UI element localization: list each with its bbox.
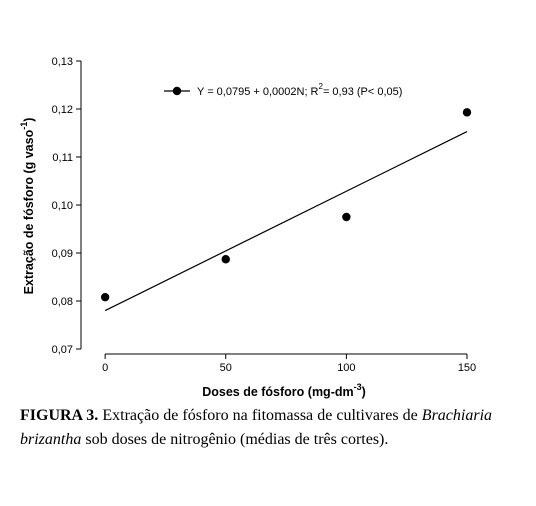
y-tick-label: 0,13 (52, 56, 73, 68)
regression-line (104, 131, 468, 312)
x-tick-label: 100 (337, 362, 355, 374)
y-tick-label: 0,11 (52, 152, 73, 164)
y-tick-label: 0,09 (52, 248, 73, 260)
y-tick-label: 0,10 (52, 200, 73, 212)
x-tick-label: 0 (102, 362, 108, 374)
x-tick-label: 50 (220, 362, 232, 374)
y-tick-label: 0,08 (52, 296, 73, 308)
x-tick-label: 150 (458, 362, 476, 374)
legend: Y = 0,0795 + 0,0002N; R2= 0,93 (P< 0,05) (164, 82, 402, 98)
caption-text-1: Extração de fósforo na fitomassa de cult… (98, 407, 422, 424)
data-points (100, 108, 472, 302)
data-point (462, 108, 472, 117)
x-axis-title: Doses de fósforo (mg-dm-3) (202, 382, 366, 399)
legend-label: Y = 0,0795 + 0,0002N; R2= 0,93 (P< 0,05) (197, 82, 402, 98)
data-point (221, 255, 230, 264)
legend-marker (172, 86, 182, 96)
caption-label: FIGURA 3. (20, 407, 99, 424)
y-axis-title: Extração de fósforo (g vaso-1) (19, 118, 36, 295)
y-tick-label: 0,12 (52, 104, 73, 116)
data-point (100, 292, 110, 302)
caption-species: Brachiaria brizantha (20, 407, 493, 448)
figure-caption: FIGURA 3. Extração de fósforo na fitomas… (20, 404, 492, 451)
data-point (342, 212, 351, 222)
scatter-chart: 0,07 0,08 0,09 0,10 0,11 0,12 0,13 0 50 100 150 Y… (19, 56, 476, 399)
y-axis: 0,07 0,08 0,09 0,10 0,11 0,12 0,13 (52, 56, 82, 356)
y-tick-label: 0,07 (52, 344, 73, 356)
caption-text-2: sob doses de nitrogênio (médias de três … (81, 430, 389, 448)
x-axis: 0 50 100 150 (102, 353, 476, 374)
